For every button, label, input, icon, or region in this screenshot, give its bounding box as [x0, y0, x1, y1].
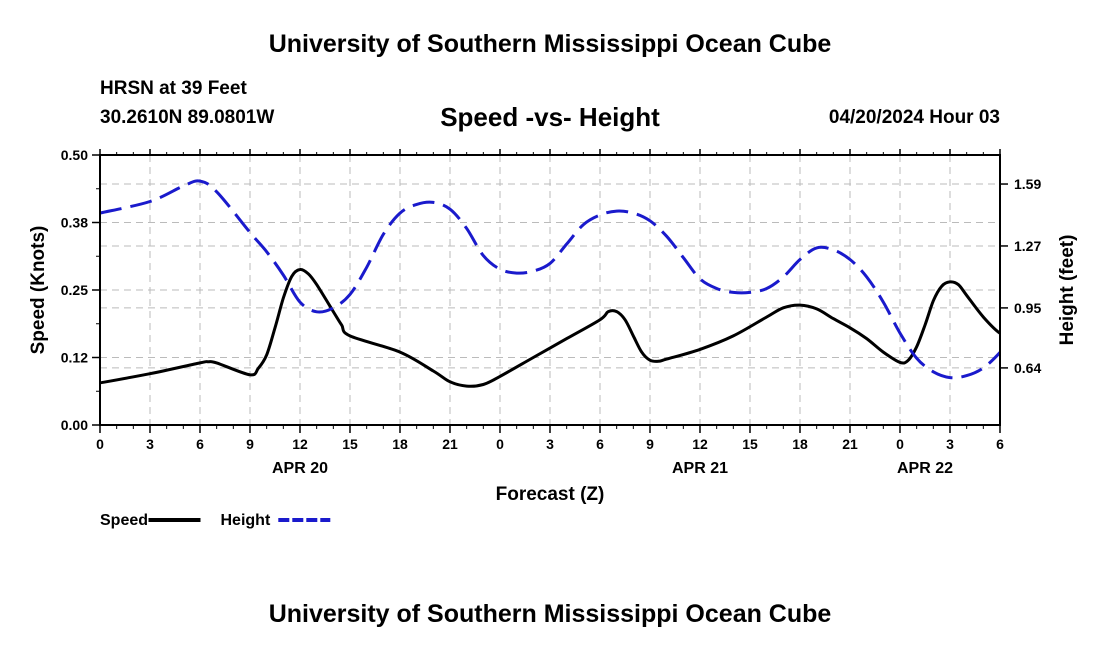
- x-tick-label: 3: [146, 436, 154, 452]
- y-left-tick-label: 0.38: [61, 215, 88, 231]
- x-tick-label: 12: [292, 436, 308, 452]
- chart-title: Speed -vs- Height: [440, 102, 660, 132]
- y-left-tick-label: 0.50: [61, 147, 88, 163]
- legend: Speed Height: [100, 512, 331, 529]
- y-right-tick-label: 1.59: [1014, 176, 1041, 192]
- x-tick-label: 21: [842, 436, 858, 452]
- grid: [100, 154, 1000, 425]
- footer-title: University of Southern Mississippi Ocean…: [268, 600, 832, 628]
- x-tick-label: 21: [442, 436, 458, 452]
- x-axis-label: Forecast (Z): [496, 484, 605, 505]
- x-tick-label: 0: [96, 436, 104, 452]
- x-tick-label: 6: [596, 436, 604, 452]
- date-label: APR 22: [897, 460, 953, 477]
- x-tick-label: 6: [996, 436, 1004, 452]
- y-left-tick-label: 0.25: [61, 282, 88, 298]
- date-label: APR 20: [272, 460, 328, 477]
- y-right-tick-label: 1.27: [1014, 238, 1041, 254]
- date-label: APR 21: [672, 460, 728, 477]
- x-tick-label: 9: [246, 436, 254, 452]
- y-axis-left-label: Speed (Knots): [28, 226, 49, 355]
- x-tick-label: 0: [496, 436, 504, 452]
- x-tick-label: 15: [342, 436, 358, 452]
- y-left-tick-label: 0.00: [61, 417, 88, 433]
- series-layer: [100, 179, 1000, 388]
- x-tick-label: 12: [692, 436, 708, 452]
- legend-label-speed: Speed: [100, 512, 148, 529]
- y-axis-right-label: Height (feet): [1057, 235, 1078, 346]
- x-tick-label: 3: [546, 436, 554, 452]
- axes: 0 3 6 9 12 15 18 21 0 3 6 9 12 15 18 21 0 3 6 APR 20 APR 21 A…: [61, 147, 1042, 477]
- y-left-tick-label: 0.12: [61, 350, 88, 366]
- forecast-datetime: 04/20/2024 Hour 03: [828, 107, 1000, 128]
- coordinates-label: 30.2610N 89.0801W: [100, 107, 275, 128]
- main-title: University of Southern Mississippi Ocean…: [268, 30, 832, 58]
- x-tick-label: 18: [792, 436, 808, 452]
- station-label: HRSN at 39 Feet: [100, 78, 247, 99]
- y-right-tick-label: 0.95: [1014, 300, 1041, 316]
- x-tick-label: 9: [646, 436, 654, 452]
- series-line-height: [100, 179, 1000, 380]
- x-tick-label: 3: [946, 436, 954, 452]
- legend-label-height: Height: [221, 512, 271, 529]
- series-line-speed: [100, 267, 1000, 388]
- y-right-tick-label: 0.64: [1014, 360, 1041, 376]
- x-tick-label: 15: [742, 436, 758, 452]
- x-tick-label: 18: [392, 436, 408, 452]
- x-tick-label: 6: [196, 436, 204, 452]
- x-tick-label: 0: [896, 436, 904, 452]
